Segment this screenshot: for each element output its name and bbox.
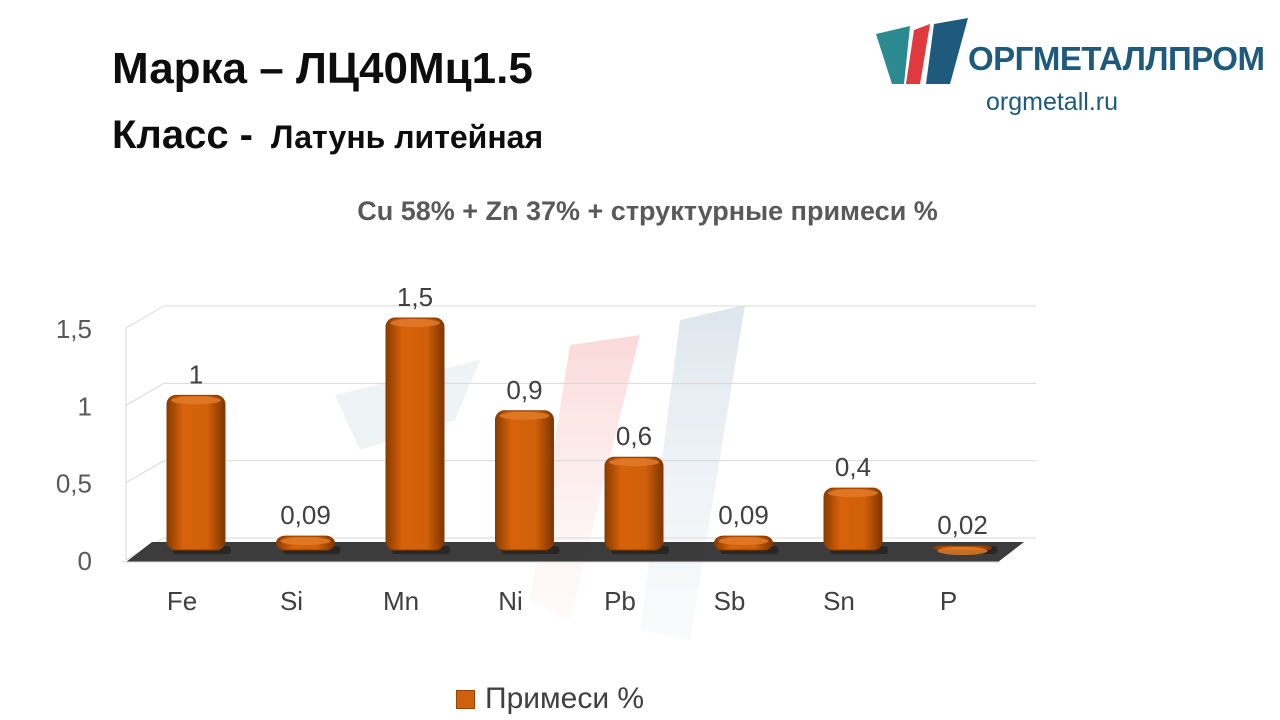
value-labels: 1 0,09 1,5 0,9 0,6 0,09 0,4 0,02: [189, 282, 988, 540]
bar: [823, 487, 888, 554]
y-tick-label: 1: [78, 391, 92, 421]
x-axis: Fe Si Mn Ni Pb Sb Sn P: [167, 586, 957, 616]
x-tick-label: Pb: [604, 586, 636, 616]
grade-value: ЛЦ40Мц1.5: [295, 44, 533, 93]
gridline-depth: [125, 305, 165, 329]
legend-label: Примеси %: [485, 682, 645, 715]
y-tick-label: 0,5: [56, 469, 92, 499]
bar-body: [604, 456, 664, 551]
bar: [933, 545, 998, 555]
x-tick-label: Sb: [714, 586, 746, 616]
logo-stripe-blue: [926, 18, 968, 84]
class-label: Класс -: [112, 113, 253, 157]
bar-top: [280, 537, 331, 546]
y-tick-label: 0: [78, 546, 92, 576]
gridline-depth: [125, 382, 165, 406]
bar-top: [171, 396, 221, 405]
bar: [714, 535, 779, 554]
chart-title: Cu 58% + Zn 37% + структурные примеси %: [357, 196, 938, 226]
bar-body: [166, 394, 226, 551]
x-tick-label: Sn: [823, 586, 855, 616]
grade-label: Марка: [112, 44, 248, 93]
logo-name: ОРГМЕТАЛЛПРОМ: [968, 40, 1265, 77]
legend: Примеси %: [456, 682, 644, 716]
floor-shadow: [126, 542, 1024, 562]
bars: [166, 317, 998, 555]
class-value: Латунь литейная: [271, 119, 544, 155]
x-tick-label: Mn: [383, 586, 419, 616]
company-logo[interactable]: ОРГМЕТАЛЛПРОМ orgmetall.ru: [870, 12, 1265, 122]
bar: [495, 410, 560, 554]
bar-top: [937, 547, 988, 555]
gridlines: [125, 305, 1036, 561]
bar-top: [390, 319, 440, 327]
logo-stripe-teal: [876, 26, 910, 84]
x-tick-label: Ni: [498, 586, 523, 616]
x-tick-label: Si: [280, 586, 303, 616]
data-label: 0,6: [616, 421, 652, 451]
x-tick-label: P: [940, 586, 957, 616]
bar-top: [609, 458, 659, 467]
bar: [166, 394, 231, 554]
logo-stripe-red: [906, 24, 930, 84]
y-tick-label: 1,5: [56, 314, 92, 344]
data-label: 1: [189, 359, 203, 389]
gridline-depth: [125, 460, 165, 484]
chart-floor: [122, 542, 1024, 563]
data-label: 0,09: [280, 500, 331, 530]
bar-top: [828, 489, 878, 498]
data-label: 1,5: [397, 282, 433, 312]
data-label: 0,09: [718, 500, 769, 530]
grade-dash: –: [259, 44, 284, 93]
bar-top: [718, 537, 769, 546]
bar-body: [385, 317, 445, 551]
bar: [385, 317, 450, 554]
data-label: 0,4: [835, 452, 871, 482]
bar-body: [495, 410, 554, 551]
class-title: Класс - Латунь литейная: [112, 113, 543, 158]
bar: [604, 456, 669, 554]
bar: [276, 535, 341, 554]
x-tick-label: Fe: [167, 586, 197, 616]
legend-swatch: [456, 689, 475, 709]
bar-top: [499, 411, 550, 420]
logo-mark-icon: [876, 18, 968, 84]
data-label: 0,02: [937, 510, 988, 540]
grade-title: Марка – ЛЦ40Мц1.5: [112, 44, 533, 94]
y-axis: 0 0,5 1 1,5: [56, 314, 127, 576]
bar-body: [823, 487, 883, 551]
logo-url[interactable]: orgmetall.ru: [986, 88, 1118, 116]
data-label: 0,9: [506, 375, 542, 405]
